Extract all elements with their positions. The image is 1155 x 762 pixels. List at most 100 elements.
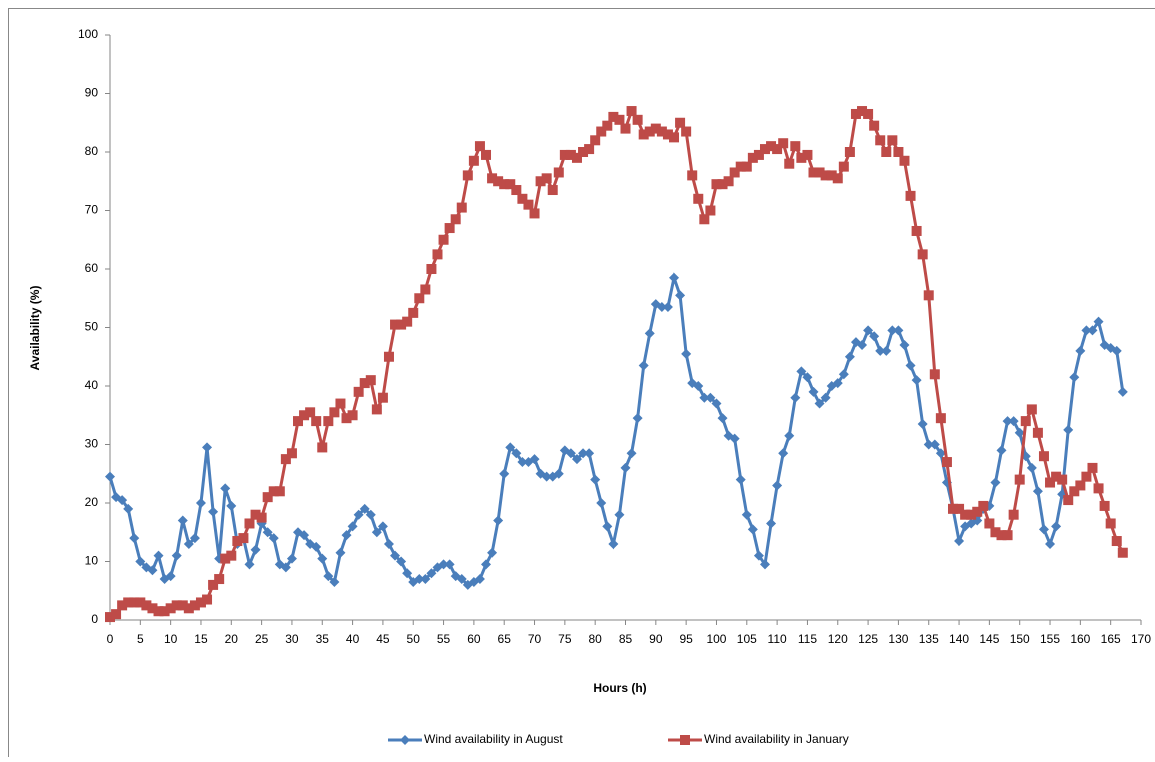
data-point <box>432 249 442 259</box>
data-point <box>317 442 327 452</box>
data-point <box>384 352 394 362</box>
data-point <box>366 375 376 385</box>
x-tick-label: 170 <box>1131 632 1151 646</box>
data-point <box>942 457 952 467</box>
x-tick-label: 135 <box>919 632 939 646</box>
data-point <box>906 361 916 371</box>
x-tick-label: 60 <box>467 632 481 646</box>
data-point <box>742 510 752 520</box>
data-point <box>439 235 449 245</box>
x-tick-label: 95 <box>679 632 693 646</box>
data-point <box>329 407 339 417</box>
data-point <box>875 135 885 145</box>
data-point <box>724 176 734 186</box>
data-point <box>766 518 776 528</box>
y-tick-label: 90 <box>85 86 99 100</box>
y-tick-label: 40 <box>85 378 99 392</box>
data-point <box>1057 475 1067 485</box>
x-tick-label: 25 <box>255 632 269 646</box>
data-point <box>244 559 254 569</box>
data-point <box>687 170 697 180</box>
x-axis-label: Hours (h) <box>593 681 646 695</box>
data-point <box>372 404 382 414</box>
data-point <box>778 448 788 458</box>
legend-marker <box>680 735 690 745</box>
data-point <box>912 375 922 385</box>
data-point <box>608 539 618 549</box>
data-point <box>493 516 503 526</box>
data-point <box>111 609 121 619</box>
data-point <box>202 442 212 452</box>
data-point <box>936 413 946 423</box>
data-point <box>172 551 182 561</box>
data-point <box>663 302 673 312</box>
data-point <box>481 150 491 160</box>
data-point <box>621 463 631 473</box>
data-point <box>918 419 928 429</box>
data-point <box>699 214 709 224</box>
data-point <box>129 533 139 543</box>
x-tick-label: 125 <box>858 632 878 646</box>
data-point <box>226 501 236 511</box>
data-point <box>220 483 230 493</box>
data-point <box>1075 346 1085 356</box>
series-line <box>110 278 1123 585</box>
data-point <box>1033 486 1043 496</box>
data-point <box>1009 510 1019 520</box>
data-point <box>584 448 594 458</box>
data-point <box>348 410 358 420</box>
data-point <box>1015 475 1025 485</box>
data-point <box>893 147 903 157</box>
data-point <box>924 290 934 300</box>
data-point <box>202 595 212 605</box>
data-point <box>627 106 637 116</box>
data-point <box>1045 539 1055 549</box>
data-point <box>105 472 115 482</box>
x-tick-label: 40 <box>346 632 360 646</box>
data-point <box>602 121 612 131</box>
legend-label: Wind availability in January <box>704 732 849 746</box>
data-point <box>1021 416 1031 426</box>
data-point <box>590 475 600 485</box>
data-point <box>633 413 643 423</box>
x-tick-label: 30 <box>285 632 299 646</box>
data-point <box>1081 472 1091 482</box>
data-point <box>178 516 188 526</box>
data-point <box>408 308 418 318</box>
data-point <box>784 431 794 441</box>
data-point <box>1118 387 1128 397</box>
data-point <box>305 407 315 417</box>
data-point <box>918 249 928 259</box>
x-tick-label: 160 <box>1070 632 1090 646</box>
data-point <box>893 325 903 335</box>
data-point <box>639 361 649 371</box>
x-tick-label: 0 <box>107 632 114 646</box>
data-point <box>669 132 679 142</box>
data-point <box>420 284 430 294</box>
data-point <box>402 317 412 327</box>
data-point <box>499 469 509 479</box>
x-tick-label: 35 <box>316 632 330 646</box>
data-point <box>881 147 891 157</box>
data-point <box>475 141 485 151</box>
data-point <box>881 346 891 356</box>
data-point <box>845 352 855 362</box>
legend-label: Wind availability in August <box>424 732 563 746</box>
x-tick-label: 165 <box>1101 632 1121 646</box>
data-point <box>445 223 455 233</box>
data-point <box>414 293 424 303</box>
x-tick-label: 130 <box>888 632 908 646</box>
x-tick-label: 140 <box>949 632 969 646</box>
data-point <box>912 226 922 236</box>
x-tick-label: 120 <box>828 632 848 646</box>
data-point <box>523 200 533 210</box>
y-tick-label: 80 <box>85 144 99 158</box>
data-point <box>426 264 436 274</box>
data-point <box>1112 536 1122 546</box>
data-point <box>451 214 461 224</box>
data-point <box>602 521 612 531</box>
data-point <box>669 273 679 283</box>
data-point <box>335 399 345 409</box>
data-point <box>748 524 758 534</box>
x-tick-label: 10 <box>164 632 178 646</box>
